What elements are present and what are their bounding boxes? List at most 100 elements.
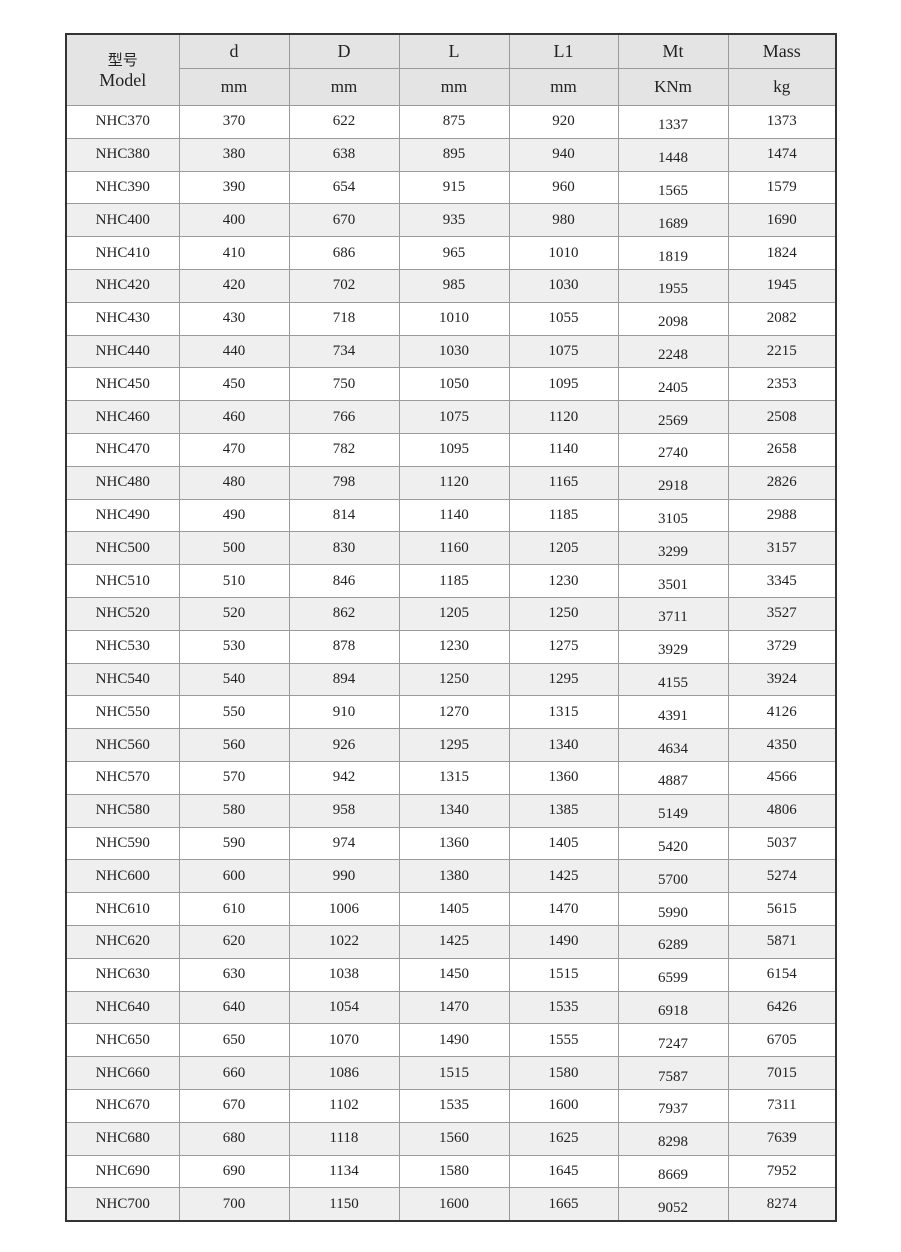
cell-text: 1689 xyxy=(658,215,688,232)
model-cell: NHC630 xyxy=(65,957,180,992)
cell: 440 xyxy=(178,334,290,369)
cell: 7587 xyxy=(617,1056,729,1090)
cell: 7247 xyxy=(617,1023,729,1058)
cell: 8298 xyxy=(617,1121,729,1156)
model-cell: NHC690 xyxy=(65,1154,180,1189)
table-row: NHC370 370 622 875 920 1337 1373 xyxy=(65,105,837,139)
cell: 1140 xyxy=(508,432,619,467)
model-cell: NHC390 xyxy=(65,170,180,205)
table-row: NHC670 670 1102 1535 1600 7937 7311 xyxy=(65,1088,837,1123)
model-cell: NHC410 xyxy=(65,236,180,270)
table-row: NHC530 530 878 1230 1275 3929 3729 xyxy=(65,629,837,664)
cell: 878 xyxy=(288,629,400,664)
table-row: NHC510 510 846 1185 1230 3501 3345 xyxy=(65,564,837,598)
cell: 1230 xyxy=(508,564,619,598)
model-cell: NHC620 xyxy=(65,924,180,959)
cell: 3924 xyxy=(727,662,837,697)
cell: 2082 xyxy=(727,301,837,336)
model-cell: NHC550 xyxy=(65,695,180,730)
cell: 1470 xyxy=(508,892,619,926)
cell: 895 xyxy=(398,137,510,172)
cell: 410 xyxy=(178,236,290,270)
cell: 4155 xyxy=(617,662,729,697)
cell: 990 xyxy=(288,859,400,894)
cell: 942 xyxy=(288,760,400,795)
cell: 590 xyxy=(178,826,290,861)
model-cell: NHC680 xyxy=(65,1121,180,1156)
unit-header: mm xyxy=(508,68,619,106)
cell: 670 xyxy=(288,203,400,238)
cell-text: 4887 xyxy=(658,773,688,790)
cell: 1270 xyxy=(398,695,510,730)
cell: 4806 xyxy=(727,793,837,828)
cell: 654 xyxy=(288,170,400,205)
cell: 1580 xyxy=(508,1056,619,1090)
cell: 1010 xyxy=(508,236,619,270)
cell: 5149 xyxy=(617,793,729,828)
table-row: NHC600 600 990 1380 1425 5700 5274 xyxy=(65,859,837,894)
cell: 1340 xyxy=(398,793,510,828)
table-row: NHC400 400 670 935 980 1689 1690 xyxy=(65,203,837,238)
cell: 1690 xyxy=(727,203,837,238)
cell-text: 7247 xyxy=(658,1035,688,1052)
cell-text: 8669 xyxy=(658,1166,688,1183)
table-row: NHC650 650 1070 1490 1555 7247 6705 xyxy=(65,1023,837,1058)
cell: 6599 xyxy=(617,957,729,992)
cell-text: 3299 xyxy=(658,543,688,560)
cell: 2405 xyxy=(617,367,729,402)
cell-text: 5149 xyxy=(658,806,688,823)
cell: 1250 xyxy=(508,596,619,631)
cell: 400 xyxy=(178,203,290,238)
cell: 1205 xyxy=(398,596,510,631)
table-head: 型号 Model d D L L1 Mt Mass mm mm mm mm KNm kg xyxy=(65,33,837,106)
cell: 1054 xyxy=(288,990,400,1025)
cell: 974 xyxy=(288,826,400,861)
cell: 1165 xyxy=(508,465,619,500)
cell: 1185 xyxy=(508,498,619,533)
cell-text: 2248 xyxy=(658,346,688,363)
cell-text: 6918 xyxy=(658,1002,688,1019)
cell: 734 xyxy=(288,334,400,369)
cell: 1689 xyxy=(617,203,729,238)
cell: 782 xyxy=(288,432,400,467)
cell-text: 6599 xyxy=(658,970,688,987)
model-cell: NHC400 xyxy=(65,203,180,238)
cell: 550 xyxy=(178,695,290,730)
cell: 3299 xyxy=(617,531,729,566)
table-row: NHC410 410 686 965 1010 1819 1824 xyxy=(65,236,837,270)
model-cell: NHC480 xyxy=(65,465,180,500)
cell: 1102 xyxy=(288,1088,400,1123)
cell-text: 7587 xyxy=(658,1068,688,1085)
cell: 610 xyxy=(178,892,290,926)
cell: 3711 xyxy=(617,596,729,631)
cell: 1140 xyxy=(398,498,510,533)
cell: 4887 xyxy=(617,760,729,795)
cell: 2988 xyxy=(727,498,837,533)
table-row: NHC620 620 1022 1425 1490 6289 5871 xyxy=(65,924,837,959)
cell: 702 xyxy=(288,268,400,303)
model-cell: NHC640 xyxy=(65,990,180,1025)
cell: 450 xyxy=(178,367,290,402)
cell: 3929 xyxy=(617,629,729,664)
cell-text: 2569 xyxy=(658,412,688,429)
cell: 480 xyxy=(178,465,290,500)
cell: 7639 xyxy=(727,1121,837,1156)
model-cell: NHC370 xyxy=(65,105,180,139)
cell-text: 3501 xyxy=(658,576,688,593)
model-cell: NHC670 xyxy=(65,1088,180,1123)
cell-text: 3711 xyxy=(658,609,688,626)
cell: 1120 xyxy=(398,465,510,500)
cell: 1120 xyxy=(508,400,619,434)
cell: 1030 xyxy=(508,268,619,303)
cell: 520 xyxy=(178,596,290,631)
cell-text: 1448 xyxy=(658,150,688,167)
cell: 1095 xyxy=(398,432,510,467)
cell: 1340 xyxy=(508,728,619,762)
cell: 1515 xyxy=(508,957,619,992)
model-cell: NHC610 xyxy=(65,892,180,926)
cell-text: 2918 xyxy=(658,478,688,495)
cell: 1450 xyxy=(398,957,510,992)
cell-text: 1955 xyxy=(658,281,688,298)
cell: 6154 xyxy=(727,957,837,992)
model-cell: NHC560 xyxy=(65,728,180,762)
